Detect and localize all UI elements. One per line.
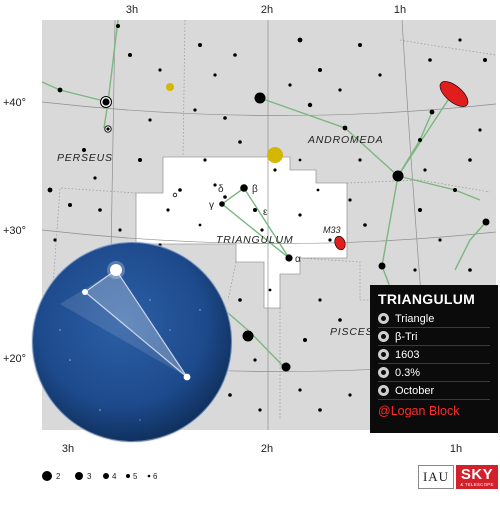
- iau-logo: IAU: [418, 465, 454, 489]
- dec-label-30: +30°: [3, 225, 26, 237]
- legend-mag-2: 2: [56, 472, 61, 481]
- double-star-markers: [100, 96, 178, 198]
- legend-mag-4-dot: [103, 473, 109, 479]
- m33-galaxy-marker: [334, 235, 346, 251]
- dec-label-40: +40°: [3, 97, 26, 109]
- legend-mag-3-dot: [75, 472, 83, 480]
- info-meaning: Triangle: [395, 312, 435, 325]
- sky-logo-word: SKY: [460, 465, 494, 483]
- label-andromeda: ANDROMEDA: [307, 134, 383, 146]
- legend-mag-3: 3: [87, 472, 92, 481]
- legend-mag-2-dot: [42, 471, 52, 481]
- info-sky-percent: 0.3%: [395, 366, 421, 379]
- ra-label-bottom-3h: 3h: [62, 443, 74, 455]
- star-label-alpha: α: [295, 254, 301, 265]
- dec-label-20: +20°: [3, 353, 26, 365]
- iau-logo-text: IAU: [422, 469, 450, 484]
- name-meaning-icon: [378, 313, 389, 324]
- info-best-month: October: [395, 384, 435, 397]
- label-m33: M33: [323, 225, 341, 235]
- info-row-area: 1603: [378, 346, 490, 364]
- sky-logo-subtitle: & TELESCOPE: [460, 481, 494, 487]
- planet-marker-small: [166, 83, 174, 91]
- abbreviation-icon: [378, 331, 389, 342]
- area-icon: [378, 349, 389, 360]
- legend-mag-4: 4: [112, 472, 117, 481]
- legend-mag-5-dot: [126, 474, 130, 478]
- info-title: TRIANGULUM: [378, 291, 476, 307]
- constellation-boundaries: [51, 19, 497, 420]
- magnitude-legend: 2 3 4 5 6: [42, 471, 158, 481]
- star-label-delta: δ: [218, 184, 224, 195]
- ra-label-top-3h: 3h: [126, 4, 138, 16]
- best-month-icon: [378, 385, 389, 396]
- planet-marker-large: [267, 147, 283, 163]
- legend-mag-6: 6: [153, 472, 158, 481]
- constellation-info-card: TRIANGULUM Triangle β-Tri 1603 0.3% Octo…: [370, 285, 498, 433]
- andromeda-galaxy-marker: [439, 81, 469, 107]
- legend-mag-5: 5: [133, 472, 138, 481]
- star-label-gamma: γ: [209, 200, 214, 211]
- info-credit: @Logan Block: [378, 404, 460, 418]
- background-stars: [47, 24, 490, 412]
- ra-label-bottom-2h: 2h: [261, 443, 273, 455]
- info-area: 1603: [395, 348, 420, 361]
- ra-label-top-2h: 2h: [261, 4, 273, 16]
- sky-telescope-logo: SKY & TELESCOPE: [456, 465, 498, 489]
- ra-label-top-1h: 1h: [394, 4, 406, 16]
- info-row-sky-percent: 0.3%: [378, 364, 490, 382]
- ra-label-bottom-1h: 1h: [450, 443, 462, 455]
- star-label-epsilon: ε: [263, 207, 268, 218]
- label-pisces: PISCES: [330, 326, 373, 338]
- sky-percent-icon: [378, 367, 389, 378]
- inset-illustration: [31, 241, 233, 443]
- info-row-best-month: October: [378, 382, 490, 400]
- info-row-meaning: Triangle: [378, 310, 490, 328]
- star-label-beta: β: [252, 184, 258, 195]
- legend-mag-6-dot: [147, 474, 151, 478]
- label-perseus: PERSEUS: [57, 152, 113, 164]
- info-abbreviation: β-Tri: [395, 330, 418, 343]
- info-row-abbreviation: β-Tri: [378, 328, 490, 346]
- label-triangulum: TRIANGULUM: [216, 234, 293, 246]
